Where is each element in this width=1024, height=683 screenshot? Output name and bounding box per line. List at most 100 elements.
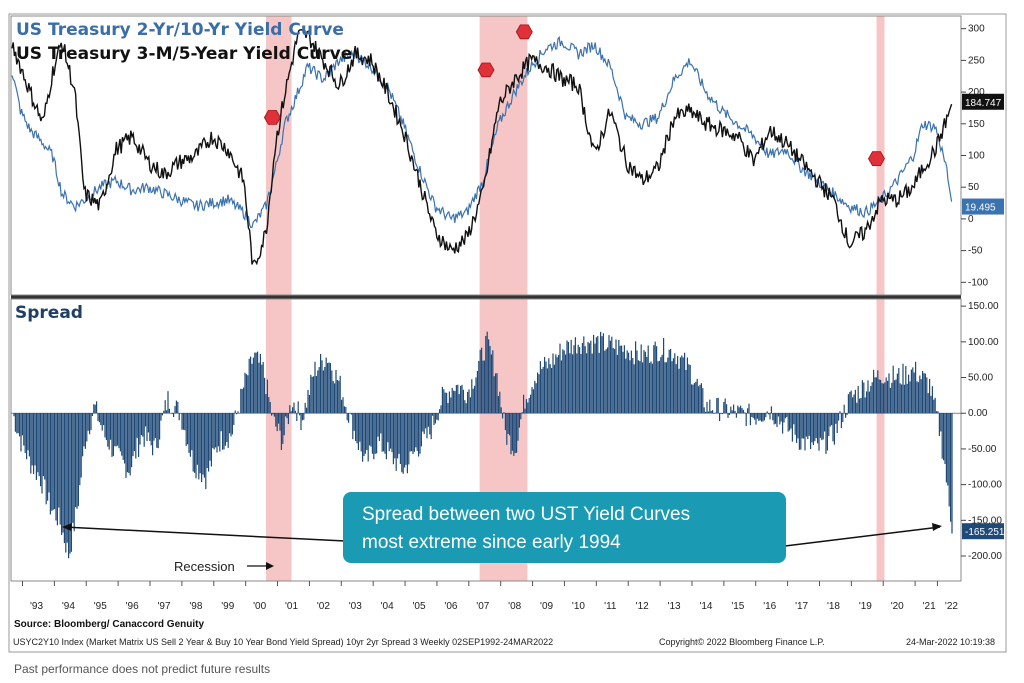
spread-bar	[45, 413, 47, 505]
spread-bar	[727, 413, 729, 418]
spread-bar	[415, 413, 417, 448]
y-tick-label: 50	[968, 182, 980, 193]
spread-bar	[90, 413, 92, 431]
x-tick-label: '04	[381, 601, 394, 612]
x-tick-label: '15	[731, 601, 744, 612]
spread-bar	[504, 413, 506, 431]
y-tick-label: -200.00	[968, 551, 1002, 562]
spread-bar	[317, 370, 319, 414]
spread-bar	[748, 403, 750, 414]
spread-bar	[940, 413, 942, 432]
spread-bar	[525, 399, 527, 414]
spread-bar	[129, 413, 131, 476]
spread-bar	[381, 413, 383, 452]
spread-bar	[926, 377, 928, 414]
x-tick-label: '98	[189, 601, 202, 612]
spread-bar	[101, 413, 103, 431]
y-tick-label: -50	[968, 246, 983, 257]
spread-bar	[566, 340, 568, 414]
spread-bar	[401, 413, 403, 473]
spread-bar	[812, 413, 814, 445]
spread-title: Spread	[15, 303, 83, 323]
spread-bar	[569, 353, 571, 414]
source-note: Source: Bloomberg/ Canaccord Genuity	[14, 619, 204, 630]
spread-bar	[922, 370, 924, 414]
spread-bar	[866, 391, 868, 414]
spread-bar	[619, 345, 621, 414]
spread-bar	[798, 413, 800, 450]
spread-bar	[919, 375, 921, 414]
spread-bar	[294, 410, 296, 414]
spread-bar	[178, 413, 180, 421]
spread-bar	[895, 379, 897, 414]
spread-bar	[791, 413, 793, 442]
spread-bar	[524, 408, 526, 414]
y-tick-label: 100	[968, 151, 985, 162]
spread-bar	[818, 413, 820, 451]
spread-bar	[555, 354, 557, 414]
spread-bar	[441, 386, 443, 414]
spread-bar	[635, 341, 637, 414]
spread-bar	[48, 413, 50, 493]
spread-bar	[413, 413, 415, 452]
spread-bar	[544, 356, 546, 414]
y-tick-label: 200	[968, 87, 985, 98]
spread-bar	[450, 397, 452, 414]
spread-bar	[759, 413, 761, 421]
spread-bar	[535, 383, 537, 414]
spread-bar	[588, 343, 590, 414]
spread-bar	[945, 413, 947, 483]
callout-arrowhead-right	[932, 523, 942, 531]
spread-bar	[817, 413, 819, 444]
spread-bar	[240, 388, 242, 414]
spread-bar	[513, 413, 515, 456]
spread-bar	[562, 349, 564, 414]
spread-bar	[796, 413, 798, 443]
spread-bar	[222, 413, 224, 450]
spread-bar	[31, 413, 33, 466]
spread-bar	[271, 413, 273, 416]
spread-bar	[189, 413, 191, 457]
spread-bar	[896, 373, 898, 414]
x-tick-label: '08	[508, 601, 521, 612]
spread-bar	[579, 347, 581, 414]
spread-bar	[475, 377, 477, 414]
spread-bar	[420, 413, 422, 447]
bottom-panel-frame	[10, 298, 962, 582]
spread-bar	[124, 413, 126, 464]
spread-bar	[478, 360, 480, 414]
spread-bar	[139, 413, 141, 445]
spread-bar	[454, 391, 456, 414]
spread-bar	[467, 391, 469, 414]
spread-bar	[723, 401, 725, 414]
spread-bar	[364, 413, 366, 454]
spread-bar	[76, 413, 78, 509]
spread-bar	[821, 413, 823, 441]
spread-bar	[558, 354, 560, 414]
spread-bar	[521, 412, 523, 414]
spread-bar	[891, 382, 893, 414]
spread-bar	[905, 366, 907, 414]
spread-bar	[828, 413, 830, 437]
spread-bar	[195, 413, 197, 479]
spread-bar	[847, 394, 849, 414]
spread-bar	[598, 352, 600, 414]
spread-bar	[275, 413, 277, 427]
spread-bar	[878, 379, 880, 414]
spread-bar	[538, 374, 540, 414]
spread-bar	[929, 378, 931, 414]
spread-bar	[303, 413, 305, 420]
x-tick-label: '22	[945, 601, 958, 612]
spread-bar	[335, 369, 337, 414]
spread-bar	[276, 413, 278, 432]
spread-bar	[668, 349, 670, 414]
spread-bar	[56, 413, 58, 526]
spread-bar	[310, 374, 312, 414]
spread-bar	[737, 405, 739, 414]
spread-bar	[584, 346, 586, 414]
spread-bar	[447, 403, 449, 414]
spread-bar	[643, 350, 645, 414]
index-description: USYC2Y10 Index (Market Matrix US Sell 2 …	[13, 637, 553, 647]
spread-bar	[210, 413, 212, 467]
spread-bar	[26, 413, 28, 460]
